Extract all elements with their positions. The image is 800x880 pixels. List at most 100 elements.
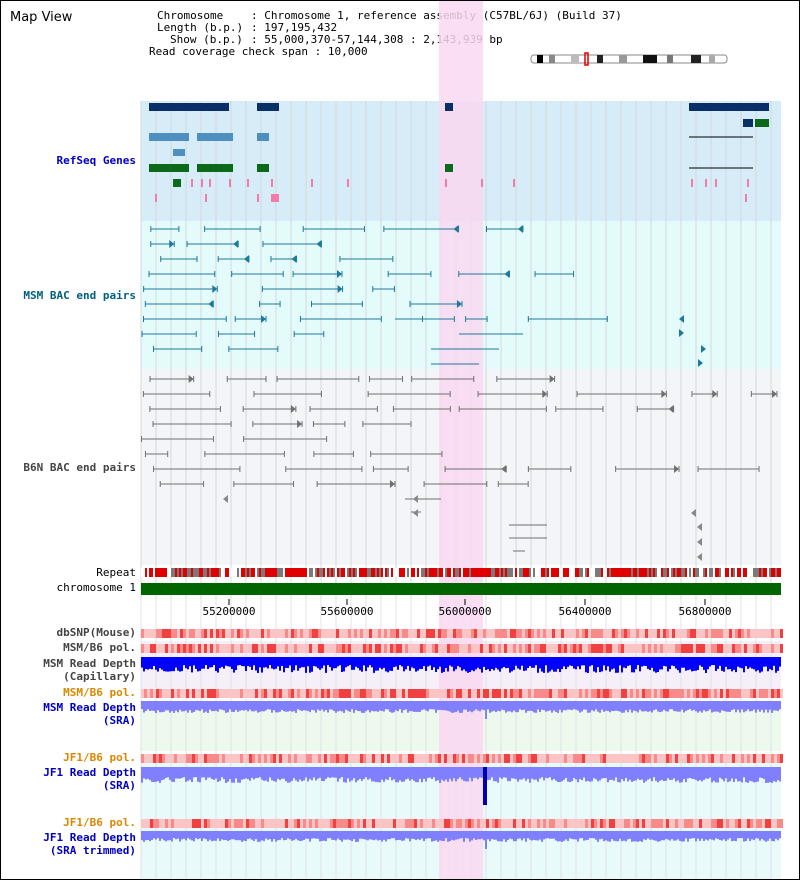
jf1-trim-depth-bar	[725, 831, 727, 842]
msm-pol-sra-bin	[462, 689, 465, 698]
msm-sra-depth-bar	[281, 701, 283, 710]
gene-feature	[173, 149, 185, 156]
dbsnp-bin	[741, 629, 744, 638]
jf1-trim-depth-bar	[597, 831, 599, 842]
jf1-pol-bin	[231, 754, 234, 763]
msm-pol-bin	[435, 644, 438, 653]
jf1-sra-depth-bar	[633, 767, 635, 781]
dbsnp-bin	[750, 629, 753, 638]
msm-pol-bin	[297, 644, 300, 653]
repeat-segment	[597, 568, 599, 577]
msm-pol-bin	[621, 644, 624, 653]
jf1-sra-depth-bar	[221, 767, 223, 778]
msm-sra-depth-bar	[503, 701, 505, 711]
msm-capillary-depth-bar	[675, 657, 677, 669]
msm-sra-depth-bar	[619, 701, 621, 712]
msm-pol-sra-bin	[276, 689, 279, 698]
msm-pol-sra-bin	[447, 689, 450, 698]
jf1-pol-trim-bin	[564, 819, 567, 828]
msm-sra-depth-bar	[203, 701, 205, 713]
jf1-sra-depth-bar	[685, 767, 687, 783]
b6n-bac-marker	[501, 465, 507, 473]
jf1-pol-bin	[378, 754, 381, 763]
msm-sra-depth-bar	[567, 701, 569, 710]
jf1-trim-depth-bar	[469, 831, 471, 842]
jf1-sra-depth-bar	[601, 767, 603, 779]
jf1-sra-depth-bar	[439, 767, 441, 783]
msm-pol-sra-bin	[411, 689, 414, 698]
msm-sra-depth-bar	[269, 701, 271, 710]
jf1-trim-depth-bar	[187, 831, 189, 839]
msm-capillary-depth-bar	[523, 657, 525, 671]
jf1-sra-depth-bar	[739, 767, 741, 782]
repeat-segment	[239, 568, 241, 577]
msm-sra-depth-bar	[361, 701, 363, 713]
msm-capillary-depth-bar	[243, 657, 245, 667]
msm-capillary-depth-bar	[143, 657, 145, 672]
repeat-segment	[437, 568, 439, 577]
repeat-segment	[775, 568, 777, 577]
jf1-pol-trim-bin	[747, 819, 750, 828]
jf1-pol-trim-bin	[165, 819, 168, 828]
repeat-segment	[207, 568, 209, 577]
msm-capillary-depth-bar	[151, 657, 153, 670]
jf1-sra-depth-bar	[263, 767, 265, 781]
msm-pol-bin	[348, 644, 351, 653]
jf1-pol-bin	[174, 754, 177, 763]
repeat-segment	[467, 568, 469, 577]
jf1-pol-trim-bin	[375, 819, 378, 828]
msm-sra-depth-bar	[423, 701, 425, 710]
jf1-sra-depth-bar	[557, 767, 559, 783]
msm-pol-sra-bin	[459, 689, 462, 698]
msm-capillary-depth-bar	[333, 657, 335, 669]
msm-capillary-depth-bar	[755, 657, 757, 672]
msm-capillary-depth-bar	[667, 657, 669, 672]
dbsnp-bin	[201, 629, 204, 638]
jf1-sra-depth-bar	[477, 767, 479, 780]
msm-pol-sra-bin	[714, 689, 717, 698]
jf1-sra-depth-bar	[321, 767, 323, 782]
dbsnp-bin	[591, 629, 594, 638]
jf1-pol-trim-bin	[510, 819, 513, 828]
msm-pol-bin	[300, 644, 303, 653]
jf1-sra-depth-bar	[433, 767, 435, 778]
msm-capillary-depth-bar	[779, 657, 781, 667]
msm-capillary-depth-bar	[307, 657, 309, 667]
msm-capillary-depth-bar	[617, 657, 619, 673]
jf1-pol-trim-bin	[735, 819, 738, 828]
jf1-pol-bin	[252, 754, 255, 763]
repeat-segment	[197, 568, 199, 577]
msm-sra-depth-bar	[565, 701, 567, 711]
jf1-trim-depth-bar	[295, 831, 297, 839]
jf1-trim-depth-bar	[681, 831, 683, 842]
msm-capillary-depth-bar	[553, 657, 555, 672]
msm-capillary-depth-bar	[285, 657, 287, 668]
msm-capillary-depth-bar	[513, 657, 515, 670]
msm-capillary-depth-bar	[161, 657, 163, 670]
jf1-pol-trim-bin	[186, 819, 189, 828]
msm-capillary-depth-bar	[277, 657, 279, 667]
repeat-segment	[605, 568, 607, 577]
jf1-trim-depth-bar	[523, 831, 525, 839]
msm-capillary-depth-bar	[599, 657, 601, 673]
jf1-trim-depth-bar	[607, 831, 609, 842]
jf1-pol-bin	[315, 754, 318, 763]
jf1-trim-depth-bar	[737, 831, 739, 839]
dbsnp-bin	[504, 629, 507, 638]
msm-sra-depth-bar	[199, 701, 201, 712]
jf1-sra-depth-bar	[593, 767, 595, 779]
dbsnp-bin	[507, 629, 510, 638]
repeat-segment	[243, 568, 245, 577]
gene-feature	[743, 119, 753, 127]
msm-sra-depth-bar	[463, 701, 465, 710]
msm-sra-depth-bar	[551, 701, 553, 713]
msm-pol-sra-bin	[735, 689, 738, 698]
jf1-sra-depth-bar	[199, 767, 201, 783]
jf1-pol-trim-bin	[558, 819, 561, 828]
msm-pol-sra-bin	[378, 689, 381, 698]
msm-sra-depth-bar	[517, 701, 519, 713]
dbsnp-bin	[708, 629, 711, 638]
repeat-segment	[227, 568, 229, 577]
msm-pol-sra-bin	[504, 689, 507, 698]
